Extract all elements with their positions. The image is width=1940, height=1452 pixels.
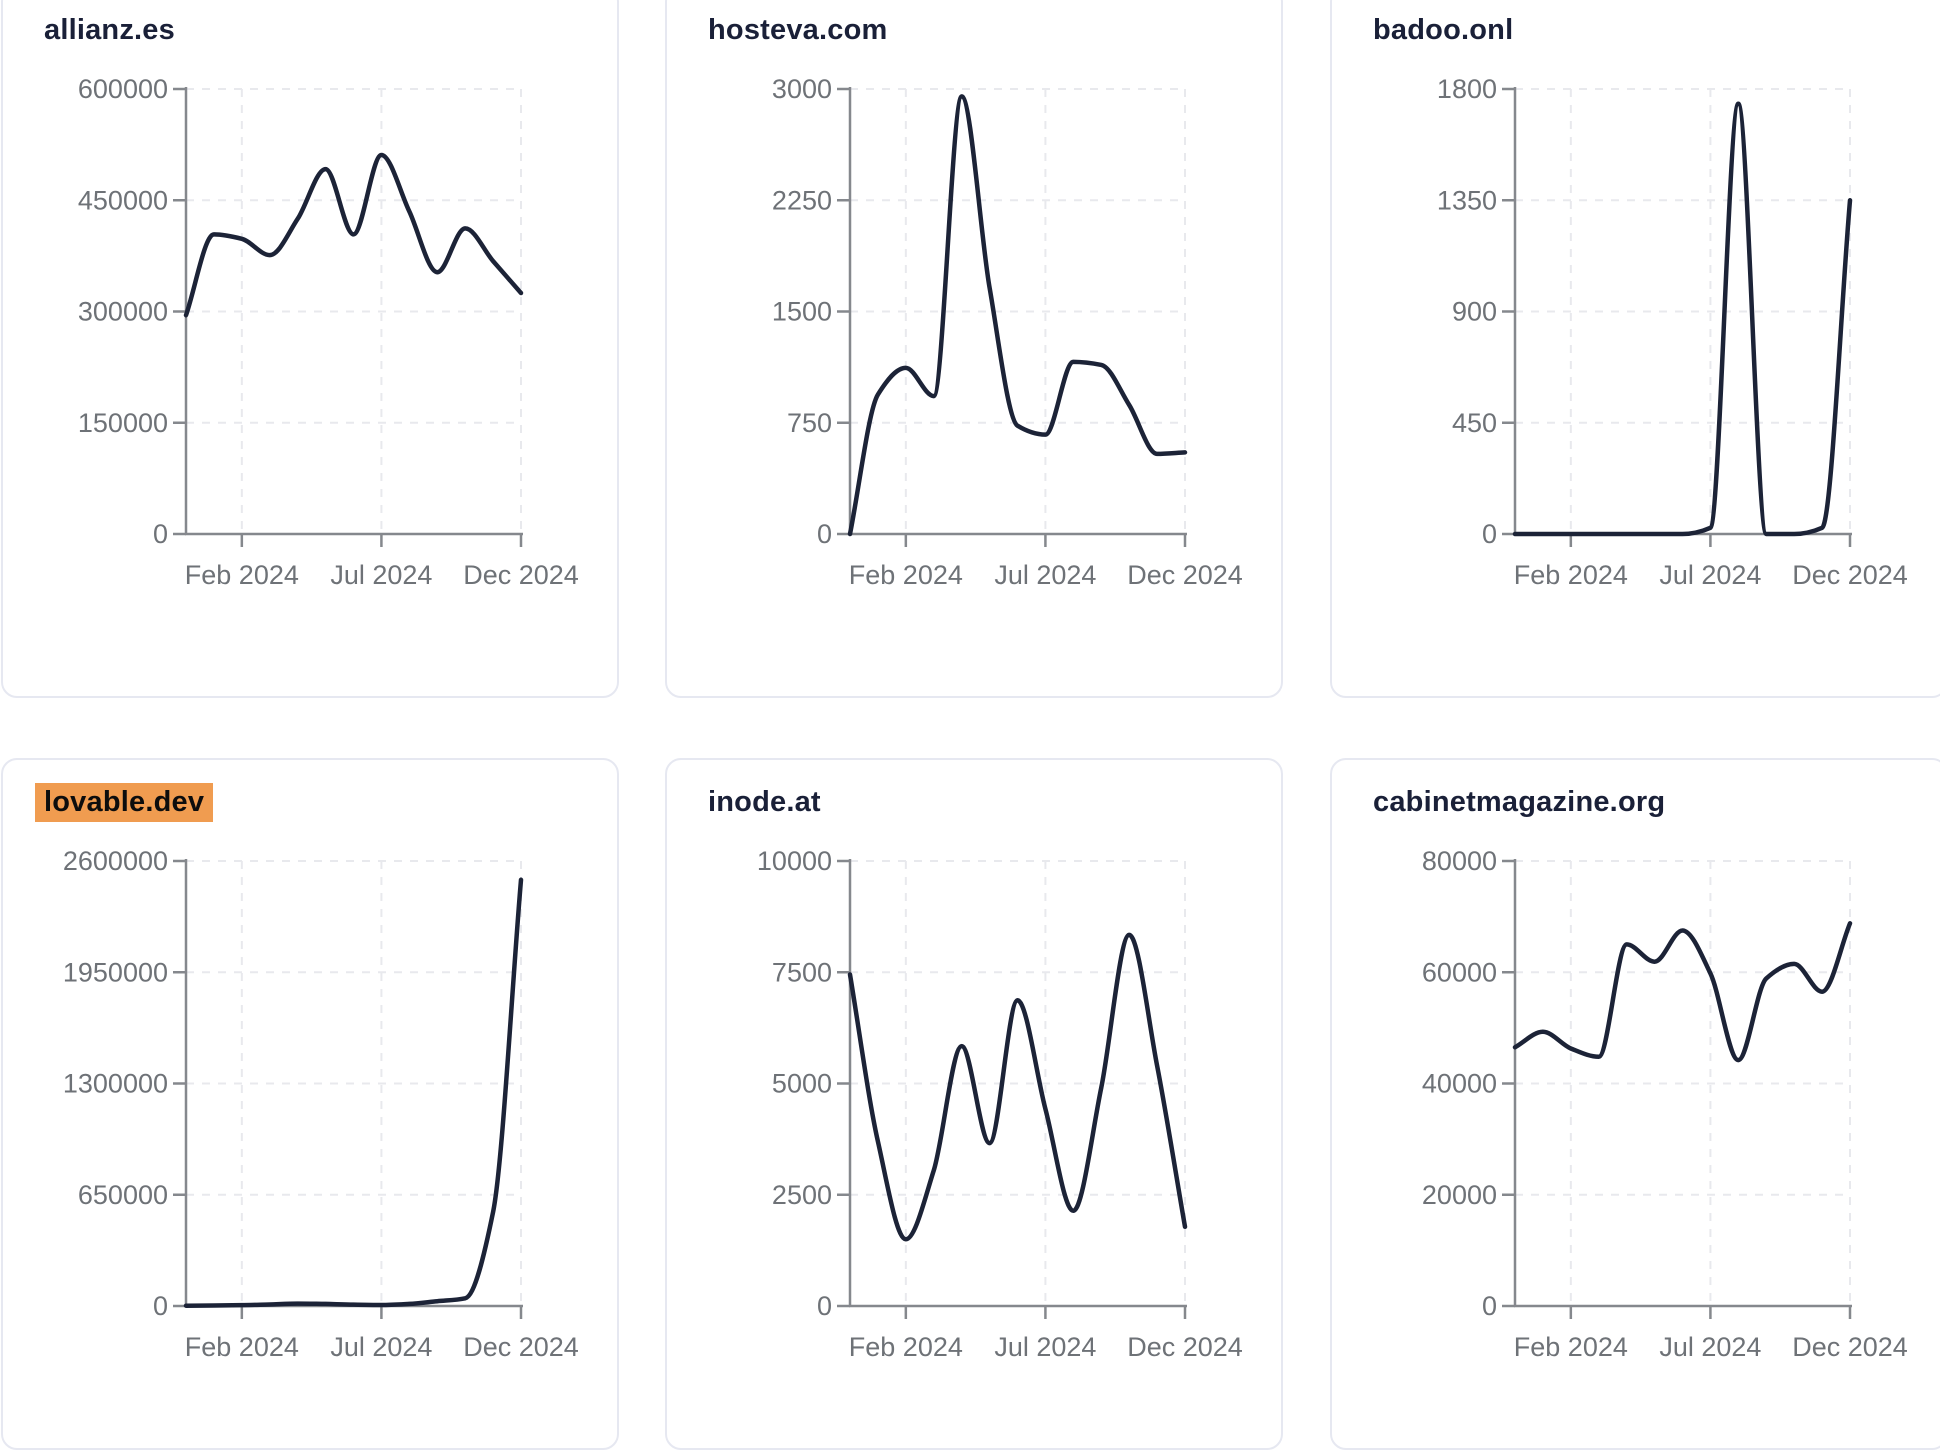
y-axis-labels: 1800 1350 900 450 0 (1437, 74, 1497, 549)
svg-text:Feb 2024: Feb 2024 (185, 1332, 299, 1362)
svg-text:600000: 600000 (78, 74, 168, 104)
svg-text:450000: 450000 (78, 185, 168, 215)
trend-line (1512, 101, 1853, 537)
svg-text:0: 0 (1482, 519, 1497, 549)
axes (1502, 87, 1852, 547)
svg-text:5000: 5000 (772, 1069, 832, 1099)
y-axis-labels: 10000 7500 5000 2500 0 (757, 846, 832, 1321)
line-chart: 1800 1350 900 450 0 Feb 2024 Jul 2024 Dec 2024 (1437, 74, 1908, 590)
svg-text:2500: 2500 (772, 1180, 832, 1210)
svg-text:Dec 2024: Dec 2024 (1792, 560, 1908, 590)
svg-text:Feb 2024: Feb 2024 (849, 1332, 963, 1362)
svg-text:650000: 650000 (78, 1180, 168, 1210)
svg-text:Dec 2024: Dec 2024 (1792, 1332, 1908, 1362)
svg-text:Jul 2024: Jul 2024 (994, 560, 1096, 590)
svg-text:0: 0 (817, 519, 832, 549)
x-axis-labels: Feb 2024 Jul 2024 Dec 2024 (1514, 1332, 1908, 1362)
card-title: lovable.dev (35, 783, 214, 822)
axes (837, 859, 1187, 1319)
svg-text:300000: 300000 (78, 297, 168, 327)
svg-text:900: 900 (1452, 297, 1497, 327)
y-axis-labels: 2600000 1950000 1300000 650000 0 (63, 846, 168, 1321)
trend-line (847, 932, 1188, 1242)
y-axis-labels: 3000 2250 1500 750 0 (772, 74, 832, 549)
svg-text:1800: 1800 (1437, 74, 1497, 104)
line-chart: 600000 450000 300000 150000 0 Feb 2024 Jul 202… (78, 74, 579, 590)
svg-text:7500: 7500 (772, 957, 832, 987)
svg-text:0: 0 (153, 519, 168, 549)
card-title: cabinetmagazine.org (1373, 786, 1666, 818)
x-axis-labels: Feb 2024 Jul 2024 Dec 2024 (849, 1332, 1243, 1362)
svg-text:1300000: 1300000 (63, 1069, 168, 1099)
svg-text:0: 0 (153, 1291, 168, 1321)
svg-text:150000: 150000 (78, 408, 168, 438)
card-allianz-es[interactable]: allianz.es 600000 450000 300000 150000 0 Feb … (1, 0, 619, 698)
svg-text:Feb 2024: Feb 2024 (1514, 560, 1628, 590)
svg-text:40000: 40000 (1422, 1069, 1497, 1099)
svg-text:3000: 3000 (772, 74, 832, 104)
card-title: badoo.onl (1373, 14, 1514, 46)
svg-text:Jul 2024: Jul 2024 (330, 560, 432, 590)
line-chart: 10000 7500 5000 2500 0 Feb 2024 Jul 2024 Dec 20… (757, 846, 1243, 1362)
x-axis-labels: Feb 2024 Jul 2024 Dec 2024 (185, 1332, 579, 1362)
line-chart: 80000 60000 40000 20000 0 Feb 2024 Jul 2024 Dec… (1422, 846, 1908, 1362)
gridlines (850, 88, 1186, 534)
x-axis-labels: Feb 2024 Jul 2024 Dec 2024 (185, 560, 579, 590)
svg-text:450: 450 (1452, 408, 1497, 438)
axes (173, 859, 523, 1319)
gridlines (186, 88, 522, 534)
axes (837, 87, 1187, 547)
y-axis-labels: 600000 450000 300000 150000 0 (78, 74, 168, 549)
gridlines (1515, 860, 1851, 1306)
svg-text:Feb 2024: Feb 2024 (185, 560, 299, 590)
card-inode-at[interactable]: inode.at 10000 7500 5000 2500 0 Feb 2024 Jul 2… (665, 758, 1283, 1450)
trend-line (183, 152, 524, 318)
card-hosteva-com[interactable]: hosteva.com 3000 2250 1500 750 0 Feb 2024 Jul … (665, 0, 1283, 698)
svg-text:Dec 2024: Dec 2024 (1127, 560, 1243, 590)
svg-text:0: 0 (817, 1291, 832, 1321)
gridlines (186, 860, 522, 1306)
svg-text:Dec 2024: Dec 2024 (463, 1332, 579, 1362)
svg-text:0: 0 (1482, 1291, 1497, 1321)
svg-text:2600000: 2600000 (63, 846, 168, 876)
x-axis-labels: Feb 2024 Jul 2024 Dec 2024 (1514, 560, 1908, 590)
svg-text:750: 750 (787, 408, 832, 438)
card-title: inode.at (708, 786, 821, 818)
svg-text:Feb 2024: Feb 2024 (849, 560, 963, 590)
x-axis-labels: Feb 2024 Jul 2024 Dec 2024 (849, 560, 1243, 590)
card-title: hosteva.com (708, 14, 888, 46)
card-title: allianz.es (44, 14, 175, 46)
svg-text:Dec 2024: Dec 2024 (463, 560, 579, 590)
svg-text:60000: 60000 (1422, 957, 1497, 987)
trend-line (1512, 921, 1853, 1063)
axes (173, 87, 523, 547)
svg-text:Feb 2024: Feb 2024 (1514, 1332, 1628, 1362)
line-chart: 2600000 1950000 1300000 650000 0 Feb 2024 Jul … (63, 846, 579, 1362)
svg-text:1500: 1500 (772, 297, 832, 327)
y-axis-labels: 80000 60000 40000 20000 0 (1422, 846, 1497, 1321)
svg-text:Jul 2024: Jul 2024 (1659, 560, 1761, 590)
card-lovable-dev[interactable]: lovable.dev 2600000 1950000 1300000 650000 0… (1, 758, 619, 1450)
svg-text:2250: 2250 (772, 185, 832, 215)
gridlines (850, 860, 1186, 1306)
line-chart: 3000 2250 1500 750 0 Feb 2024 Jul 2024 Dec 2024 (772, 74, 1243, 590)
svg-text:1950000: 1950000 (63, 957, 168, 987)
svg-text:Dec 2024: Dec 2024 (1127, 1332, 1243, 1362)
svg-text:20000: 20000 (1422, 1180, 1497, 1210)
svg-text:Jul 2024: Jul 2024 (330, 1332, 432, 1362)
gridlines (1515, 88, 1851, 534)
svg-text:10000: 10000 (757, 846, 832, 876)
svg-text:Jul 2024: Jul 2024 (1659, 1332, 1761, 1362)
trend-line (847, 94, 1188, 537)
axes (1502, 859, 1852, 1319)
svg-text:80000: 80000 (1422, 846, 1497, 876)
card-cabinetmagazine-org[interactable]: cabinetmagazine.org 80000 60000 40000 20000… (1330, 758, 1940, 1450)
card-badoo-onl[interactable]: badoo.onl 1800 1350 900 450 0 Feb 2024 Jul 202… (1330, 0, 1940, 698)
trend-line (183, 877, 524, 1308)
svg-text:1350: 1350 (1437, 185, 1497, 215)
svg-text:Jul 2024: Jul 2024 (994, 1332, 1096, 1362)
